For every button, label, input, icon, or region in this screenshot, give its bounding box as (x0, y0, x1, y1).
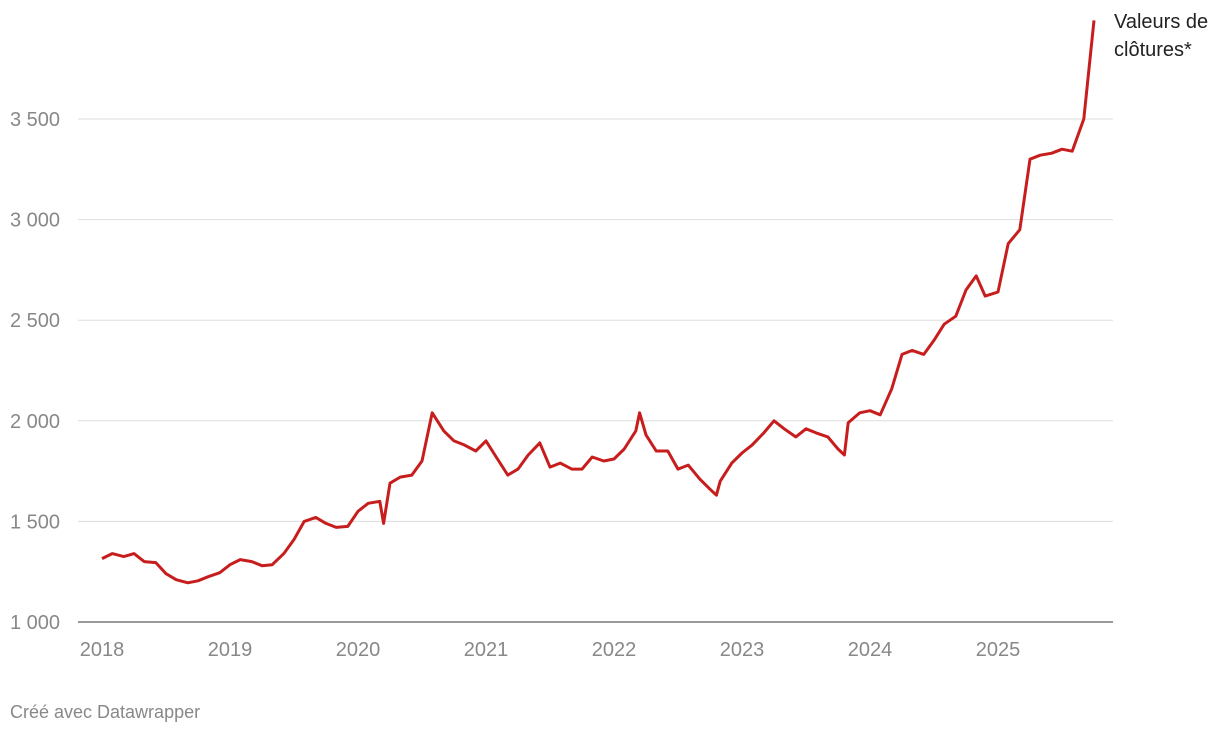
y-tick-label: 1 000 (10, 612, 60, 634)
x-tick-label: 2025 (976, 639, 1021, 661)
x-tick-label: 2024 (848, 639, 893, 661)
x-tick-label: 2021 (464, 639, 509, 661)
y-tick-label: 3 000 (10, 210, 60, 232)
x-tick-label: 2022 (592, 639, 637, 661)
y-tick-label: 2 000 (10, 411, 60, 433)
x-tick-label: 2018 (80, 639, 125, 661)
y-tick-label: 3 500 (10, 109, 60, 131)
line-label: Valeurs de clôtures* (1114, 11, 1209, 61)
x-tick-label: 2020 (336, 639, 381, 661)
y-tick-label: 2 500 (10, 310, 60, 332)
y-tick-label: 1 500 (10, 511, 60, 533)
footer: Créé avec Datawrapper (10, 702, 201, 722)
x-tick-label: 2019 (208, 639, 253, 661)
line (101, 20, 1096, 585)
x-tick-label: 2023 (720, 639, 765, 661)
